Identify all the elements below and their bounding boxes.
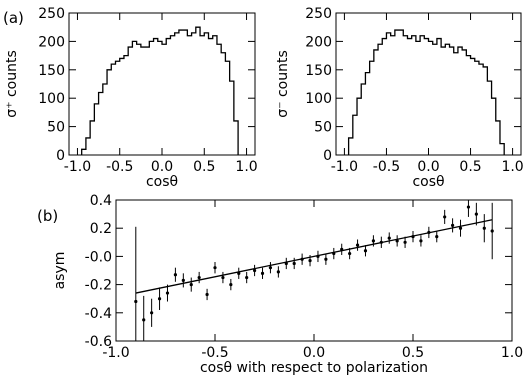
sigma-minus-ytick-label: 250 <box>305 6 332 22</box>
sigma-minus-histogram-steps <box>347 29 505 155</box>
asym-data-point <box>253 268 257 273</box>
asym-xtick-label: 1.0 <box>501 345 523 361</box>
sigma-plus-xtick-label: -0.5 <box>106 159 133 175</box>
asym-ytick-label: 0.2 <box>90 221 112 237</box>
sigma-plus-ytick-label: 200 <box>38 34 65 50</box>
asym-data-point <box>458 226 463 230</box>
asym-ytick-label: -0.6 <box>85 334 112 350</box>
asymmetry-plot: -1.0 -0.5 0.0 0.5 1.0 -0.6 -0.4 -0.2 -0.0 0.2 0.4 c… <box>52 193 523 376</box>
asym-data-point <box>403 240 407 244</box>
asym-data-point <box>474 212 478 216</box>
sigma-plus-xtick-label: -1.0 <box>64 159 91 175</box>
asym-data-point <box>292 261 296 266</box>
sigma-minus-ytick-label: 0 <box>323 148 332 164</box>
asym-xtick-label: -0.5 <box>201 345 228 361</box>
asym-ytick-label: 0.4 <box>90 193 112 209</box>
asym-ytick-label: -0.2 <box>85 278 112 294</box>
asym-data-point <box>150 311 154 315</box>
asym-data-point <box>443 215 447 219</box>
asym-data-point <box>387 236 391 240</box>
sigma-minus-ytick-label: 200 <box>305 34 332 50</box>
sigma-plus-ytick-label: 250 <box>38 6 65 22</box>
asym-data-point <box>451 223 455 227</box>
asym-data-point <box>229 283 233 287</box>
sigma-plus-ytick-label: 100 <box>38 91 65 107</box>
panel-b-label: (b) <box>37 207 58 225</box>
asym-ylabel: asym <box>52 252 68 290</box>
asym-data-point <box>197 275 201 280</box>
asym-data-point <box>276 270 280 274</box>
asym-data-point <box>324 257 328 261</box>
asym-data-point <box>348 251 352 256</box>
asym-data-point <box>355 243 360 247</box>
asym-data-point <box>205 292 209 297</box>
asym-xlabel: cosθ with respect to polarization <box>200 360 428 376</box>
sigma-plus-xlabel: cosθ <box>146 174 178 190</box>
asym-data-point <box>181 278 185 282</box>
asym-data-point <box>165 291 170 295</box>
sigma-minus-xtick-label: -1.0 <box>331 159 358 175</box>
panel-a-label: (a) <box>3 9 24 27</box>
sigma-minus-ylabel: σ⁻ counts <box>275 50 291 118</box>
sigma-plus-histogram-steps <box>81 26 239 155</box>
asym-data-point <box>435 235 439 239</box>
asym-xtick-label: 0.5 <box>402 345 424 361</box>
sigma-plus-ytick-label: 150 <box>38 63 65 79</box>
asym-data-point <box>213 266 217 270</box>
sigma-minus-xtick-label: 0.0 <box>417 159 439 175</box>
sigma-minus-ytick-label: 50 <box>314 120 332 136</box>
sigma-minus-xtick-label: 1.0 <box>501 159 523 175</box>
asym-data-point <box>189 283 193 287</box>
asym-data-point <box>245 275 249 280</box>
asym-data-point <box>363 249 368 253</box>
asym-data-point <box>308 259 312 263</box>
sigma-minus-xtick-label: 0.5 <box>459 159 481 175</box>
asym-ytick-label: -0.0 <box>85 249 112 265</box>
asym-data-point <box>268 266 273 270</box>
asym-data-point <box>466 205 471 209</box>
asym-data-point <box>157 297 162 301</box>
sigma-minus-xlabel: cosθ <box>412 174 444 190</box>
asym-data-point <box>134 299 138 304</box>
histogram-sigma-minus: -1.0 -0.5 0.0 0.5 1.0 0 50 100 150 200 250 cosθ σ⁻ c… <box>275 6 524 190</box>
sigma-plus-ylabel: σ⁺ counts <box>4 50 20 118</box>
histogram-sigma-plus: -1.0 -0.5 0.0 0.5 1.0 0 50 100 150 200 250 cosθ σ⁺ c… <box>4 6 258 190</box>
asym-ytick-label: -0.4 <box>85 306 112 322</box>
sigma-plus-xtick-label: 1.0 <box>235 159 257 175</box>
asym-data-point <box>490 229 494 233</box>
asym-xtick-label: 0.0 <box>303 345 325 361</box>
asym-data-point <box>173 273 177 277</box>
sigma-plus-frame <box>68 12 256 156</box>
sigma-plus-xtick-label: 0.0 <box>151 159 173 175</box>
asym-xtick-label: -1.0 <box>102 345 129 361</box>
asym-data-point <box>482 226 486 230</box>
asym-data-point <box>419 239 423 243</box>
asym-fit-line <box>135 219 493 294</box>
asym-data-point <box>371 239 375 243</box>
sigma-minus-ytick-label: 150 <box>305 63 332 79</box>
sigma-plus-xtick-label: 0.5 <box>193 159 215 175</box>
asym-data-point <box>142 318 146 322</box>
asym-data-point <box>221 275 225 280</box>
sigma-minus-xtick-label: -0.5 <box>373 159 400 175</box>
sigma-plus-ytick-label: 0 <box>56 148 65 164</box>
asym-data-point <box>260 271 265 275</box>
sigma-plus-ytick-label: 50 <box>47 120 65 136</box>
sigma-minus-ytick-label: 100 <box>305 91 332 107</box>
